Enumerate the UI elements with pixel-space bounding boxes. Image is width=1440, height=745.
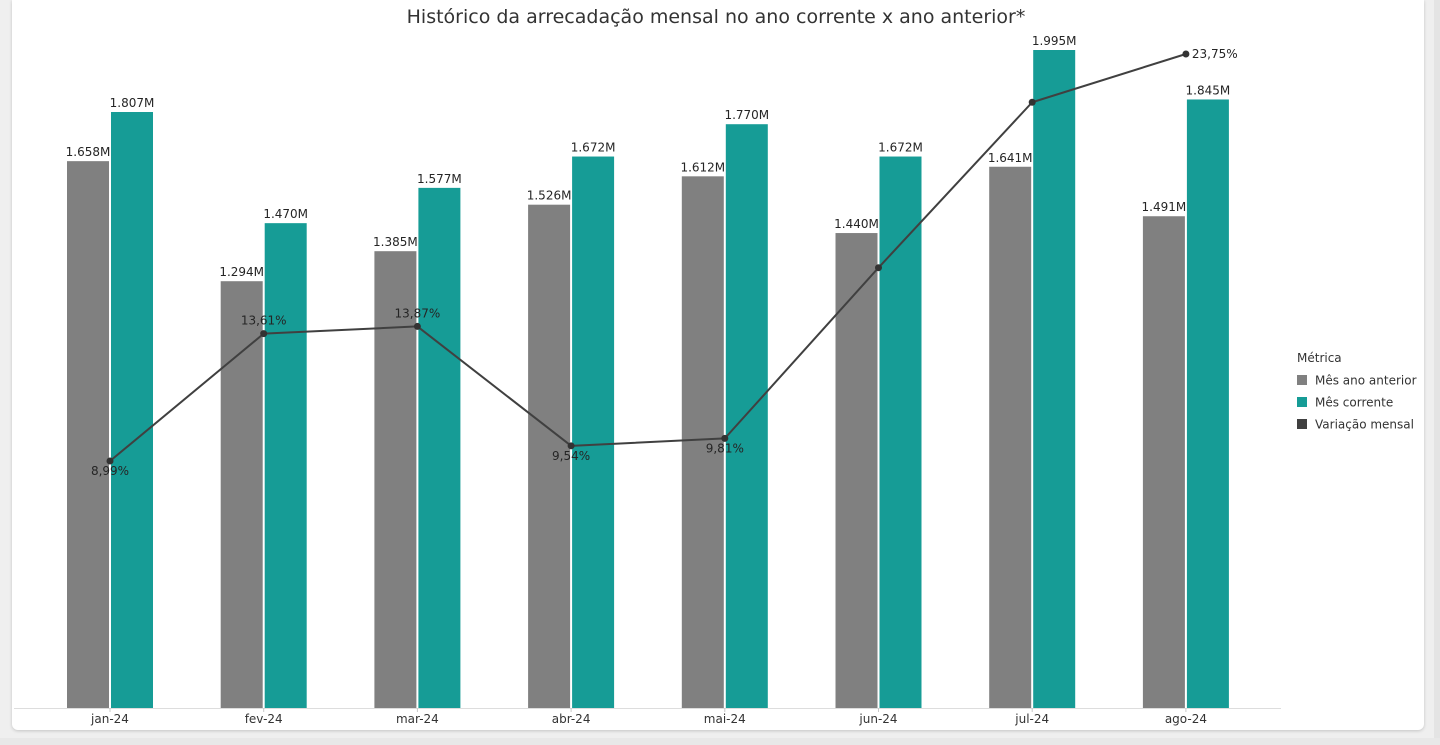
- bar-current-year: [572, 156, 615, 709]
- variation-point: [1182, 50, 1190, 58]
- page-bottom-strip: [0, 738, 1440, 745]
- bar-previous-year: [835, 233, 878, 709]
- bar-current-year: [879, 156, 922, 709]
- bars-group: 1.658M 1.807M 1.294M 1.470M 1.385M 1.577M 1.52…: [66, 34, 1231, 709]
- x-tick-label: mai-24: [704, 712, 746, 726]
- legend-item-label: Variação mensal: [1315, 418, 1414, 432]
- bar-previous-year: [67, 161, 109, 708]
- variation-label: 23,75%: [1192, 47, 1238, 61]
- legend: Métrica Mês ano anterior Mês corrente Vari…: [1297, 351, 1417, 432]
- bar-label-current-year: 1.770M: [724, 108, 769, 122]
- bar-previous-year: [989, 166, 1032, 709]
- x-axis-ticks: jan-24 fev-24 mar-24 abr-24 mai-24 jun-24 jul-…: [90, 708, 1207, 726]
- bar-current-year: [111, 112, 153, 708]
- variation-label: 13,87%: [395, 306, 441, 320]
- scrollbar-track[interactable]: [1434, 0, 1440, 745]
- variation-point: [260, 330, 268, 338]
- bar-label-current-year: 1.672M: [878, 141, 923, 155]
- legend-title: Métrica: [1297, 351, 1342, 365]
- x-tick-label: fev-24: [245, 712, 283, 726]
- bar-label-current-year: 1.807M: [110, 96, 155, 110]
- bar-label-previous-year: 1.641M: [988, 151, 1033, 165]
- bar-previous-year: [681, 176, 724, 708]
- bar-current-year: [1033, 50, 1076, 708]
- bar-previous-year: [528, 204, 571, 708]
- variation-label: 8,99%: [91, 464, 129, 478]
- variation-label: 13,61%: [241, 314, 287, 328]
- bar-label-previous-year: 1.491M: [1142, 200, 1187, 214]
- legend-swatch: [1297, 419, 1307, 429]
- legend-swatch: [1297, 397, 1307, 407]
- variation-label: 9,54%: [552, 449, 590, 463]
- bar-previous-year: [220, 281, 263, 708]
- bar-label-previous-year: 1.658M: [66, 145, 111, 159]
- variation-line-group: 8,99% 13,61% 13,87% 9,54% 9,81% 23,75%: [91, 47, 1238, 478]
- bar-current-year: [1186, 99, 1229, 708]
- bar-label-previous-year: 1.440M: [834, 217, 879, 231]
- x-tick-label: ago-24: [1165, 712, 1207, 726]
- x-tick-label: jan-24: [90, 712, 129, 726]
- variation-point: [106, 457, 114, 465]
- variation-point: [875, 264, 882, 272]
- x-tick-label: jun-24: [858, 712, 897, 726]
- bar-current-year: [725, 124, 768, 709]
- variation-point: [567, 442, 575, 450]
- variation-line: [109, 53, 1187, 462]
- bar-label-current-year: 1.995M: [1032, 34, 1077, 48]
- bar-label-current-year: 1.672M: [571, 141, 616, 155]
- bar-label-previous-year: 1.294M: [219, 265, 264, 279]
- bar-previous-year: [1142, 216, 1185, 709]
- bar-label-current-year: 1.470M: [263, 207, 308, 221]
- bar-current-year: [264, 223, 307, 708]
- variation-point: [413, 322, 421, 330]
- chart-title: Histórico da arrecadação mensal no ano c…: [407, 6, 1026, 28]
- legend-item-label: Mês ano anterior: [1315, 374, 1417, 388]
- variation-point: [721, 434, 729, 442]
- legend-item-label: Mês corrente: [1315, 396, 1393, 410]
- bar-label-previous-year: 1.385M: [373, 235, 418, 249]
- bar-label-previous-year: 1.612M: [680, 160, 725, 174]
- x-tick-label: jul-24: [1014, 712, 1049, 726]
- bar-label-current-year: 1.577M: [417, 172, 462, 186]
- bar-label-current-year: 1.845M: [1186, 83, 1231, 97]
- variation-point: [1028, 98, 1036, 106]
- x-tick-label: abr-24: [552, 712, 591, 726]
- legend-swatch: [1297, 375, 1307, 385]
- bar-label-previous-year: 1.526M: [527, 189, 572, 203]
- variation-label: 9,81%: [706, 441, 744, 455]
- bar-current-year: [418, 187, 461, 708]
- x-tick-label: mar-24: [396, 712, 439, 726]
